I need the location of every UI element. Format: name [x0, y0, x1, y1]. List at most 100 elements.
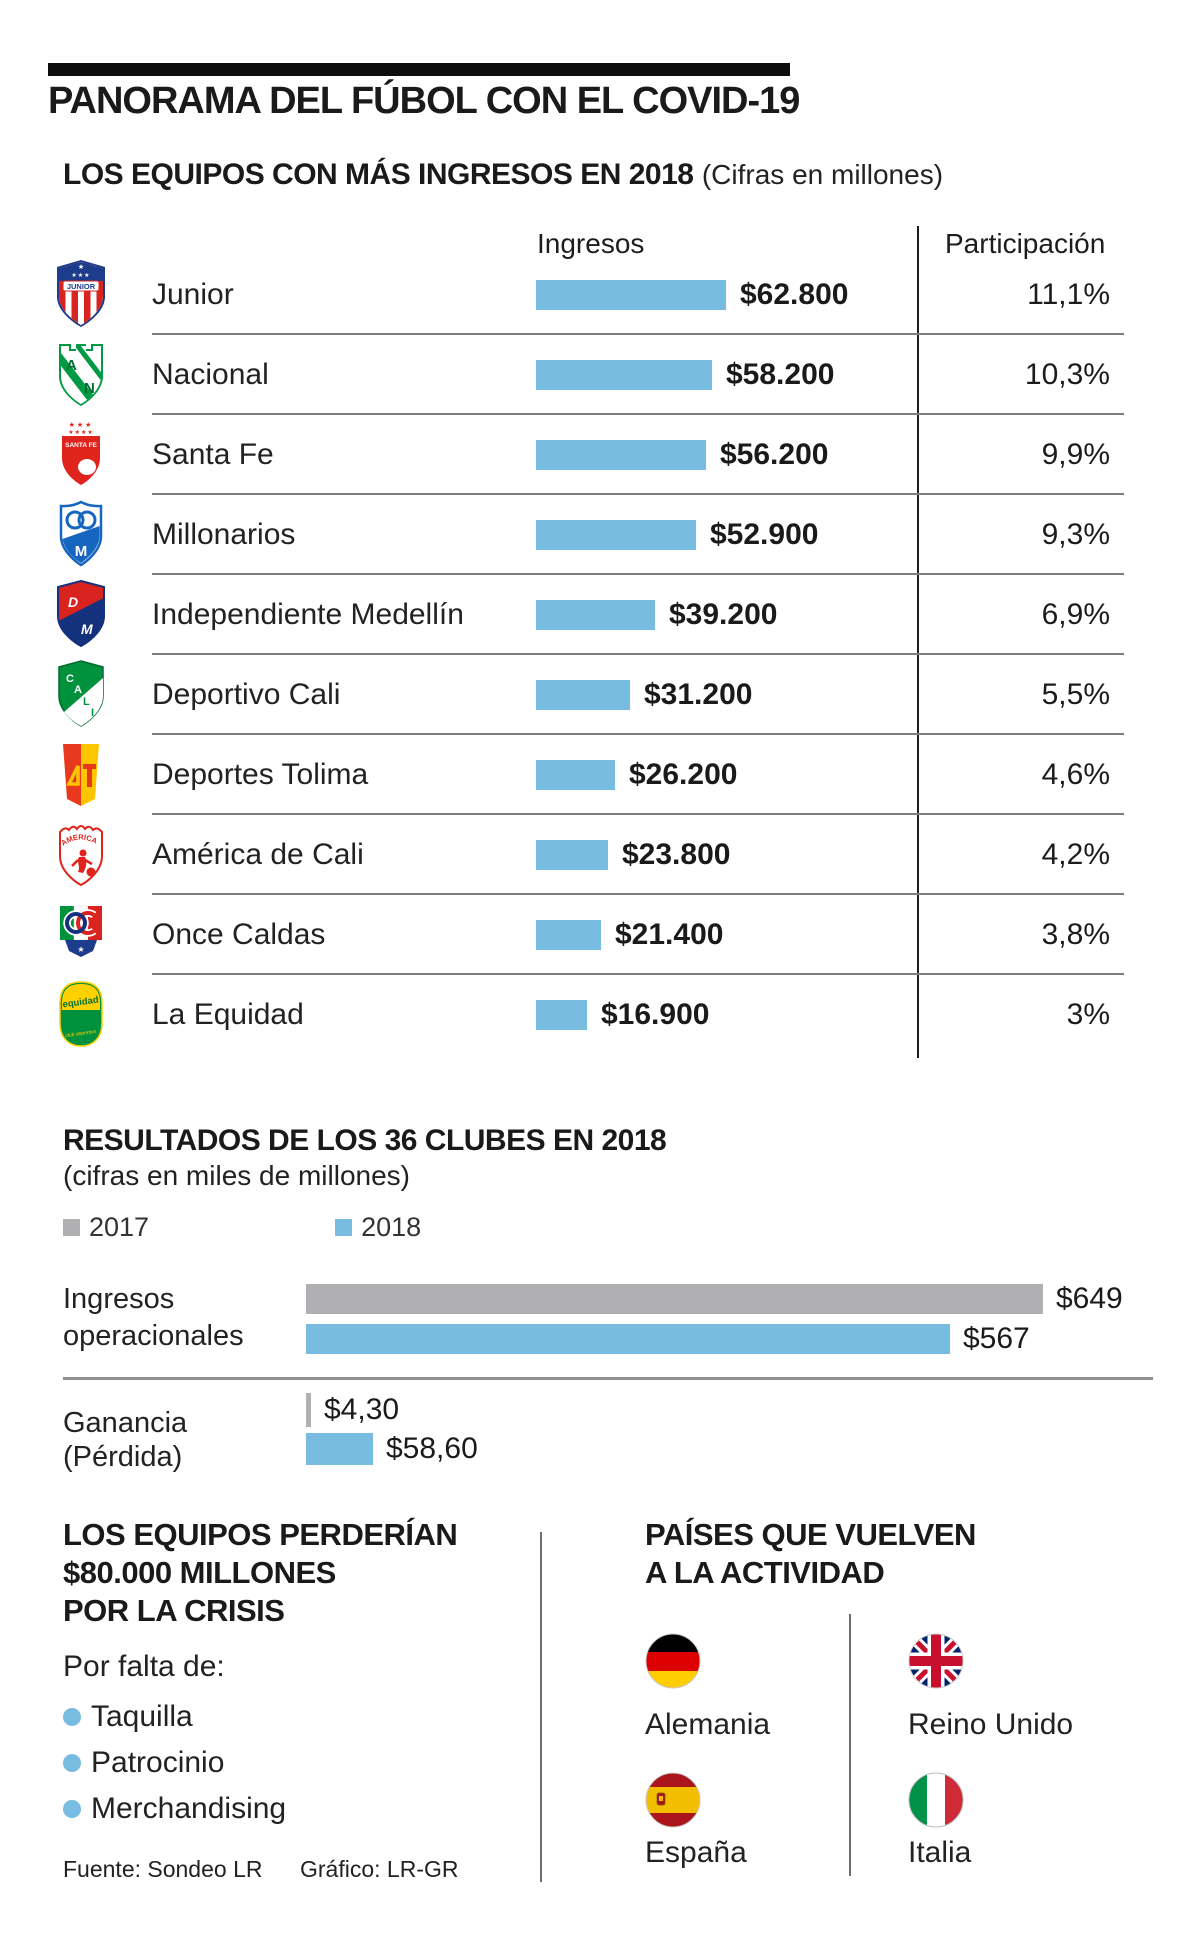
share-value: 11,1% [1027, 278, 1110, 311]
svg-text:★: ★ [77, 945, 84, 954]
team-name: Santa Fe [152, 438, 274, 471]
svg-text:A: A [74, 684, 82, 696]
row-separator [152, 493, 1124, 495]
share-value: 3,8% [1041, 918, 1110, 951]
subtitle-bold: LOS EQUIPOS CON MÁS INGRESOS EN 2018 [63, 158, 694, 191]
income-bar [536, 600, 655, 630]
country-label-espana: España [645, 1836, 747, 1869]
crisis-bullet-list: Taquilla Patrocinio Merchandising [63, 1694, 286, 1832]
income-bar [536, 360, 712, 390]
top-rule [48, 63, 790, 76]
team-name: Junior [152, 278, 234, 311]
row-separator [152, 333, 1124, 335]
row-separator [152, 893, 1124, 895]
income-value: $31.200 [644, 678, 753, 711]
table-row: AMERICA América de Cali $23.800 4,2% [48, 815, 1132, 895]
group-label-ingresos-operacionales: Ingresos operacionales [63, 1283, 244, 1352]
income-bar [536, 1000, 587, 1030]
income-bar-group: $52.900 [536, 518, 818, 552]
income-value: $21.400 [615, 918, 724, 951]
table-row: D M Independiente Medellín $39.200 6,9% [48, 575, 1132, 655]
results-divider [63, 1377, 1153, 1380]
row-separator [152, 573, 1124, 575]
svg-text:club deportivo: club deportivo [65, 1029, 97, 1039]
results-title: RESULTADOS DE LOS 36 CLUBES EN 2018 [63, 1124, 667, 1157]
income-bar [536, 840, 608, 870]
team-name: Nacional [152, 358, 269, 391]
bar-value: $4,30 [324, 1393, 400, 1426]
income-bar-group: $31.200 [536, 678, 752, 712]
bar-value: $58,60 [386, 1432, 478, 1465]
club-crest-oncecaldas-icon: ★ [53, 899, 109, 971]
income-bar-group: $62.800 [536, 278, 848, 312]
bar-2018 [306, 1433, 373, 1465]
row-separator [152, 413, 1124, 415]
svg-text:equidad: equidad [62, 995, 100, 1011]
club-crest-deportivocali-icon: C A L I [53, 659, 109, 731]
team-name: Millonarios [152, 518, 296, 551]
income-value: $16.900 [601, 998, 710, 1031]
svg-text:JUNIOR: JUNIOR [67, 282, 96, 291]
income-bar-group: $21.400 [536, 918, 723, 952]
source-credit: Fuente: Sondeo LR [63, 1856, 263, 1882]
column-header-participacion: Participación [945, 228, 1106, 259]
bar-row-ganancia-2017: $4,30 [306, 1391, 399, 1429]
table-row: ★★★ ★★★★ SANTA FE Santa Fe $56.200 9,9% [48, 415, 1132, 495]
legend-item-2017: 2017 [63, 1212, 149, 1243]
income-bar-group: $39.200 [536, 598, 777, 632]
graphic-credit: Gráfico: LR-GR [300, 1856, 459, 1882]
bar-2018 [306, 1324, 950, 1354]
countries-column-divider [849, 1614, 851, 1876]
income-bar-group: $56.200 [536, 438, 828, 472]
svg-text:D: D [68, 594, 78, 610]
share-value: 10,3% [1024, 358, 1110, 391]
club-crest-santafe-icon: ★★★ ★★★★ SANTA FE [53, 419, 109, 491]
club-crest-tolima-icon [53, 739, 109, 811]
club-crest-millonarios-icon: M [53, 499, 109, 571]
income-value: $23.800 [622, 838, 731, 871]
country-label-alemania: Alemania [645, 1708, 771, 1741]
team-name: Once Caldas [152, 918, 326, 951]
svg-text:C: C [66, 673, 74, 685]
svg-text:M: M [75, 543, 88, 560]
team-name: Independiente Medellín [152, 598, 464, 631]
club-crest-america-icon: AMERICA [53, 819, 109, 891]
svg-text:M: M [81, 621, 93, 637]
share-value: 3% [1066, 998, 1110, 1031]
income-value: $52.900 [710, 518, 819, 551]
list-item: Merchandising [63, 1786, 286, 1832]
bar-2017 [306, 1284, 1043, 1314]
row-separator [152, 653, 1124, 655]
country-label-italia: Italia [908, 1836, 972, 1869]
income-bar-group: $26.200 [536, 758, 737, 792]
legend-swatch-2018 [335, 1219, 353, 1236]
income-bar-group: $16.900 [536, 998, 709, 1032]
share-value: 6,9% [1041, 598, 1110, 631]
income-value: $56.200 [720, 438, 829, 471]
table-row: equidad club deportivo La Equidad $16.90… [48, 975, 1132, 1055]
svg-text:★★★: ★★★ [69, 421, 94, 429]
bar-value: $567 [963, 1322, 1030, 1355]
income-bar [536, 920, 601, 950]
team-name: América de Cali [152, 838, 364, 871]
share-value: 9,9% [1041, 438, 1110, 471]
germany-flag-icon [645, 1633, 701, 1689]
svg-text:I: I [91, 707, 94, 719]
page-title: PANORAMA DEL FÚBOL CON EL COVID-19 [48, 80, 800, 122]
bar-2017 [306, 1393, 311, 1427]
income-bar [536, 760, 615, 790]
share-value: 5,5% [1041, 678, 1110, 711]
legend-label: 2017 [89, 1212, 150, 1242]
svg-text:SANTA FE: SANTA FE [65, 442, 97, 449]
income-value: $39.200 [669, 598, 778, 631]
share-value: 4,6% [1041, 758, 1110, 791]
spain-flag-icon [645, 1772, 701, 1828]
income-bar [536, 280, 726, 310]
svg-text:★: ★ [78, 263, 84, 271]
subtitle-note: (Cifras en millones) [701, 159, 944, 190]
table-row: C A L I Deportivo Cali $31.200 5,5% [48, 655, 1132, 735]
table-row: ★ ★★★ JUNIOR Junior $62.800 11,1% [48, 255, 1132, 335]
income-bar-group: $58.200 [536, 358, 834, 392]
bottom-section-divider [540, 1532, 542, 1882]
